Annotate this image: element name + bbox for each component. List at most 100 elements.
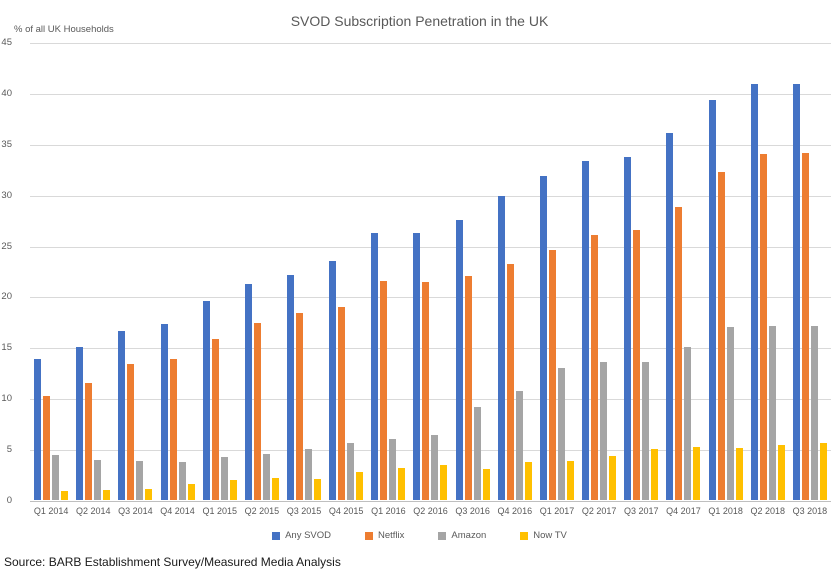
bar-netflix: [464, 276, 472, 500]
bar-netflix: [675, 206, 683, 500]
bar-now-tv: [187, 483, 195, 500]
y-tick-label: 25: [1, 240, 12, 252]
y-tick-label: 30: [1, 189, 12, 201]
bar-amazon: [262, 454, 270, 500]
bar-netflix: [591, 235, 599, 500]
bar-any-svod: [160, 323, 168, 500]
bar-netflix: [801, 152, 809, 500]
legend-item-now-tv: Now TV: [520, 530, 567, 541]
bar-netflix: [633, 230, 641, 500]
legend-swatch-icon: [438, 531, 447, 540]
bar-netflix: [338, 306, 346, 500]
bar-netflix: [43, 396, 51, 500]
bar-amazon: [305, 449, 313, 500]
legend-label: Any SVOD: [285, 530, 332, 541]
y-tick-label: 20: [1, 291, 12, 303]
bar-any-svod: [118, 331, 126, 500]
x-tick-label: Q3 2017: [624, 506, 659, 516]
bar-amazon: [557, 367, 565, 500]
x-tick-label: Q1 2018: [708, 506, 743, 516]
x-tick-label: Q3 2018: [792, 506, 828, 516]
bar-now-tv: [651, 449, 659, 500]
x-tick-label: Q3 2014: [118, 506, 153, 516]
bar-any-svod: [76, 347, 84, 500]
legend-swatch-icon: [272, 531, 281, 540]
y-tick-label: 35: [1, 138, 12, 150]
bar-group-q2-2015: [241, 284, 283, 500]
bar-any-svod: [497, 195, 505, 500]
x-tick-label: Q2 2014: [75, 506, 111, 516]
bar-group-q4-2017: [662, 132, 704, 500]
bar-amazon: [431, 434, 439, 500]
bar-now-tv: [398, 468, 406, 500]
bar-any-svod: [792, 83, 800, 500]
x-tick-label: Q2 2017: [581, 506, 617, 516]
bar-amazon: [389, 438, 397, 500]
legend-swatch-icon: [365, 531, 374, 540]
gridline: [30, 348, 831, 350]
bar-amazon: [473, 407, 481, 500]
gridline: [30, 450, 831, 452]
bar-amazon: [726, 326, 734, 500]
legend-swatch-icon: [520, 531, 529, 540]
legend-item-netflix: Netflix: [365, 530, 404, 541]
bar-amazon: [600, 361, 608, 500]
gridline: [30, 399, 831, 401]
y-axis-title: % of all UK Households: [14, 24, 114, 35]
bar-now-tv: [61, 490, 69, 500]
bar-now-tv: [271, 477, 279, 500]
bar-netflix: [717, 172, 725, 500]
x-tick-label: Q2 2016: [413, 506, 448, 516]
bar-netflix: [253, 322, 261, 500]
bar-group-q2-2017: [578, 161, 620, 500]
gridline: [30, 195, 831, 197]
y-tick-label: 0: [6, 494, 12, 506]
gridline: [30, 297, 831, 299]
y-tick-label: 45: [1, 36, 12, 48]
y-tick-label: 10: [1, 393, 12, 405]
bar-amazon: [642, 361, 650, 500]
bar-amazon: [768, 325, 776, 500]
gridline: [30, 144, 831, 146]
bar-group-q3-2017: [620, 157, 662, 500]
bar-now-tv: [440, 465, 448, 500]
bar-any-svod: [750, 83, 758, 500]
bar-netflix: [506, 263, 514, 500]
bar-now-tv: [103, 489, 111, 500]
bar-netflix: [85, 382, 93, 500]
gridline: [30, 246, 831, 248]
bar-any-svod: [455, 220, 463, 500]
x-tick-label: Q4 2016: [497, 506, 533, 516]
x-tick-label: Q1 2016: [371, 506, 406, 516]
bar-group-q3-2014: [114, 331, 156, 500]
bar-group-q1-2016: [367, 233, 409, 500]
x-tick-label: Q3 2015: [286, 506, 322, 516]
bar-any-svod: [287, 275, 295, 500]
bar-any-svod: [582, 161, 590, 500]
x-tick-label: Q4 2014: [160, 506, 195, 516]
y-tick-label: 40: [1, 87, 12, 99]
bar-amazon: [136, 461, 144, 500]
bar-group-q3-2018: [789, 83, 831, 500]
bar-netflix: [296, 312, 304, 500]
x-tick-label: Q3 2016: [455, 506, 490, 516]
bar-netflix: [380, 281, 388, 500]
bar-now-tv: [229, 479, 237, 500]
x-tick-label: Q1 2014: [33, 506, 69, 516]
bar-amazon: [810, 325, 818, 500]
bar-now-tv: [693, 447, 701, 500]
bar-any-svod: [202, 300, 210, 500]
bar-netflix: [422, 282, 430, 500]
bar-netflix: [127, 363, 135, 500]
x-tick-label: Q1 2017: [539, 506, 575, 516]
x-tick-label: Q2 2018: [750, 506, 786, 516]
source-note: Source: BARB Establishment Survey/Measur…: [4, 555, 341, 569]
bar-any-svod: [539, 176, 547, 500]
x-tick-label: Q4 2017: [666, 506, 701, 516]
bar-group-q4-2014: [156, 323, 198, 500]
bar-now-tv: [145, 488, 153, 500]
bar-any-svod: [34, 358, 42, 500]
bar-any-svod: [371, 233, 379, 500]
bar-now-tv: [566, 461, 574, 500]
bar-group-q4-2016: [494, 195, 536, 500]
